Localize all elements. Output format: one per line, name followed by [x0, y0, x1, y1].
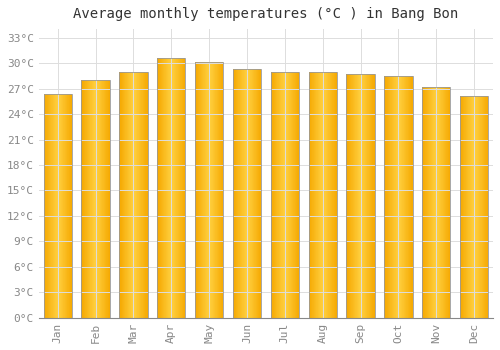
- Bar: [460, 96, 488, 318]
- Bar: [308, 71, 337, 318]
- Bar: [384, 76, 412, 318]
- Bar: [195, 62, 224, 318]
- Bar: [346, 74, 375, 318]
- Bar: [44, 94, 72, 318]
- Title: Average monthly temperatures (°C ) in Bang Bon: Average monthly temperatures (°C ) in Ba…: [74, 7, 458, 21]
- Bar: [270, 71, 299, 318]
- Bar: [82, 80, 110, 318]
- Bar: [233, 69, 261, 318]
- Bar: [157, 58, 186, 318]
- Bar: [119, 71, 148, 318]
- Bar: [422, 87, 450, 318]
